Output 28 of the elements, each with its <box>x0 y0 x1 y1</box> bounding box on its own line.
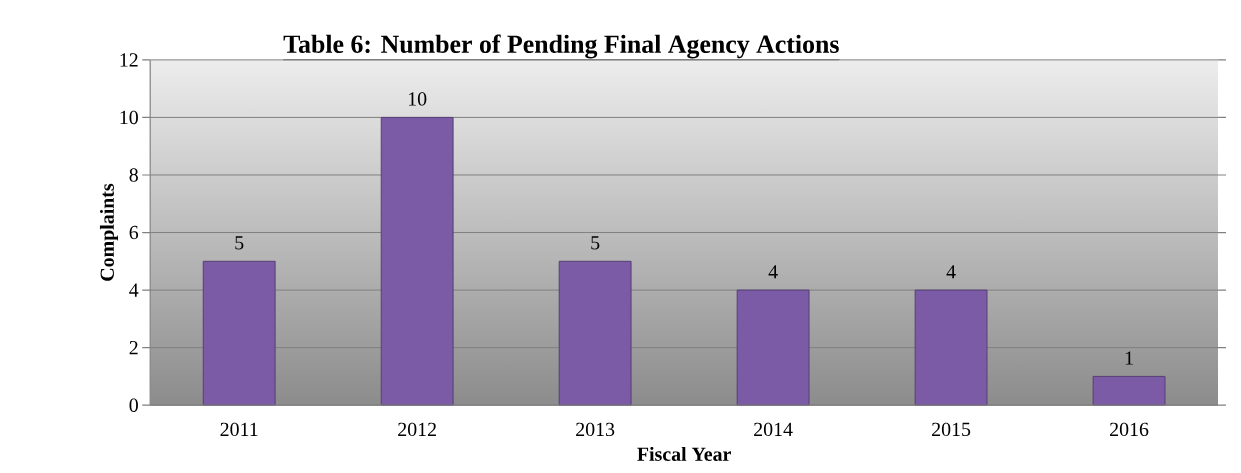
y-tick-label: 2 <box>129 341 138 355</box>
y-tick-label: 8 <box>129 168 138 182</box>
data-label: 1 <box>1125 351 1133 365</box>
x-tick-label: 2013 <box>576 422 615 437</box>
bar <box>736 289 810 406</box>
y-tick-label: 0 <box>129 398 138 412</box>
bar <box>558 260 632 406</box>
x-tick-label: 2016 <box>1110 422 1149 437</box>
data-label: 5 <box>235 236 244 250</box>
chart-title: Table 6: Number of Pending Final Agency Actions <box>283 34 839 59</box>
data-label: 4 <box>768 265 778 279</box>
bar <box>380 116 454 406</box>
data-label: 5 <box>591 236 600 250</box>
data-label: 10 <box>408 92 427 106</box>
bar <box>914 289 988 406</box>
y-tick-label: 4 <box>129 283 139 297</box>
y-tick-label: 12 <box>120 53 138 67</box>
bar <box>1092 375 1166 406</box>
x-tick-label: 2015 <box>932 422 971 437</box>
x-tick-label: 2012 <box>398 422 436 437</box>
x-tick-label: 2011 <box>220 422 258 437</box>
x-tick-label: 2014 <box>754 422 793 437</box>
data-label: 4 <box>946 265 956 279</box>
x-axis-title: Fiscal Year <box>637 446 731 461</box>
y-tick-label: 10 <box>120 110 138 125</box>
y-tick-label: 6 <box>129 225 139 240</box>
bar <box>202 260 276 406</box>
y-axis-title: Complaints <box>99 183 118 281</box>
